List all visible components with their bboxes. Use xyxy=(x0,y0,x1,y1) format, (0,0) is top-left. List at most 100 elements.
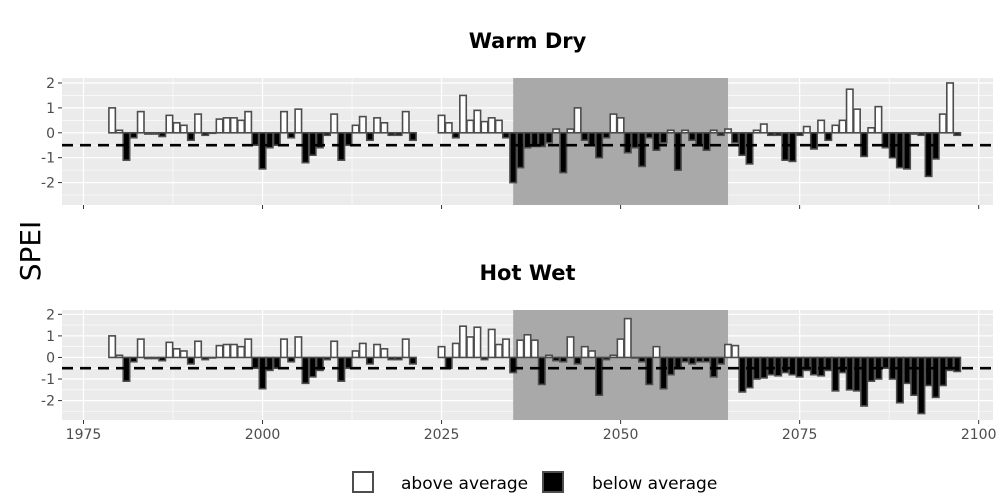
bar xyxy=(903,131,912,170)
bar xyxy=(401,338,410,359)
y-tick-label: -2 xyxy=(41,394,55,410)
bar xyxy=(272,356,281,370)
bar xyxy=(544,354,554,359)
bar xyxy=(616,338,625,359)
bar xyxy=(537,356,546,386)
bar xyxy=(917,356,926,415)
bar xyxy=(795,131,804,137)
bar xyxy=(115,129,124,134)
bar xyxy=(724,343,733,359)
bar xyxy=(365,131,374,142)
bar xyxy=(688,131,697,142)
bar xyxy=(809,131,818,150)
bar xyxy=(186,131,195,142)
legend: above average below average xyxy=(352,471,717,494)
bar xyxy=(623,131,632,154)
bar xyxy=(136,338,145,359)
bar xyxy=(459,325,468,359)
bar xyxy=(659,131,668,144)
bar xyxy=(487,328,496,359)
bar xyxy=(910,131,919,135)
bar xyxy=(953,131,962,137)
bar xyxy=(838,119,847,134)
bar xyxy=(494,119,503,134)
bar xyxy=(136,110,145,134)
bar xyxy=(852,356,861,392)
bar xyxy=(895,131,904,169)
bar xyxy=(451,342,460,359)
bar xyxy=(459,94,468,134)
bar xyxy=(129,356,138,363)
bar xyxy=(595,356,604,396)
panels-layer: Warm Dry -2 -1 0 1 2 Hot Wet -2 -1 0 1 2 1975 2000 202… xyxy=(41,29,996,443)
bar xyxy=(716,356,725,365)
bar xyxy=(244,338,253,359)
bar xyxy=(745,356,754,389)
bar xyxy=(759,123,768,134)
bar xyxy=(179,350,188,359)
bar xyxy=(831,124,840,134)
bar xyxy=(666,356,675,376)
bar xyxy=(566,336,575,359)
bar xyxy=(194,340,203,359)
bar xyxy=(938,113,947,134)
bar xyxy=(566,128,575,134)
bar xyxy=(766,131,776,137)
bar xyxy=(129,131,138,139)
bar xyxy=(910,356,919,396)
y-tick-label: -2 xyxy=(41,176,55,192)
bar xyxy=(501,131,511,139)
bar xyxy=(587,131,596,147)
bar xyxy=(380,348,389,359)
bar xyxy=(387,356,396,361)
bar xyxy=(702,131,711,152)
bar xyxy=(831,356,840,392)
y-tick-label: 2 xyxy=(46,307,55,323)
bar xyxy=(473,109,482,134)
bar xyxy=(595,131,604,159)
bar xyxy=(294,336,303,359)
bar xyxy=(208,131,217,135)
bar xyxy=(473,326,482,359)
bar xyxy=(480,356,489,361)
bar xyxy=(143,356,152,360)
bar xyxy=(330,113,339,134)
bar xyxy=(215,118,224,134)
bar xyxy=(731,131,740,144)
bar xyxy=(881,131,890,149)
bar xyxy=(573,107,582,134)
bar xyxy=(688,356,697,365)
bar xyxy=(673,356,682,370)
bar xyxy=(924,131,933,178)
bar xyxy=(917,131,926,137)
bar xyxy=(931,356,940,399)
bar xyxy=(194,113,203,134)
bar xyxy=(358,342,367,359)
bar xyxy=(788,131,797,163)
bar xyxy=(287,356,296,363)
highlight-period xyxy=(513,310,729,420)
bar xyxy=(315,131,324,149)
x-tick-label: 2050 xyxy=(603,427,639,443)
legend-above-label: above average xyxy=(401,474,528,494)
bar xyxy=(516,131,525,169)
bar xyxy=(881,356,890,370)
bar xyxy=(158,356,167,362)
bar xyxy=(903,356,912,385)
bar xyxy=(108,335,117,359)
bar xyxy=(466,336,475,359)
bar xyxy=(165,341,174,359)
bar xyxy=(867,127,876,134)
panel-1: Hot Wet -2 -1 0 1 2 1975 2000 2025 2050 2075 2100 xyxy=(41,261,996,443)
bar xyxy=(172,348,181,359)
bar xyxy=(580,345,589,359)
bar xyxy=(237,345,246,359)
bar xyxy=(852,108,861,134)
bar xyxy=(781,356,790,374)
bar xyxy=(229,343,238,359)
x-tick-label: 2000 xyxy=(245,427,281,443)
x-tick-label: 2025 xyxy=(424,427,460,443)
bar xyxy=(408,356,417,365)
bar xyxy=(279,338,289,359)
bar xyxy=(201,131,210,137)
